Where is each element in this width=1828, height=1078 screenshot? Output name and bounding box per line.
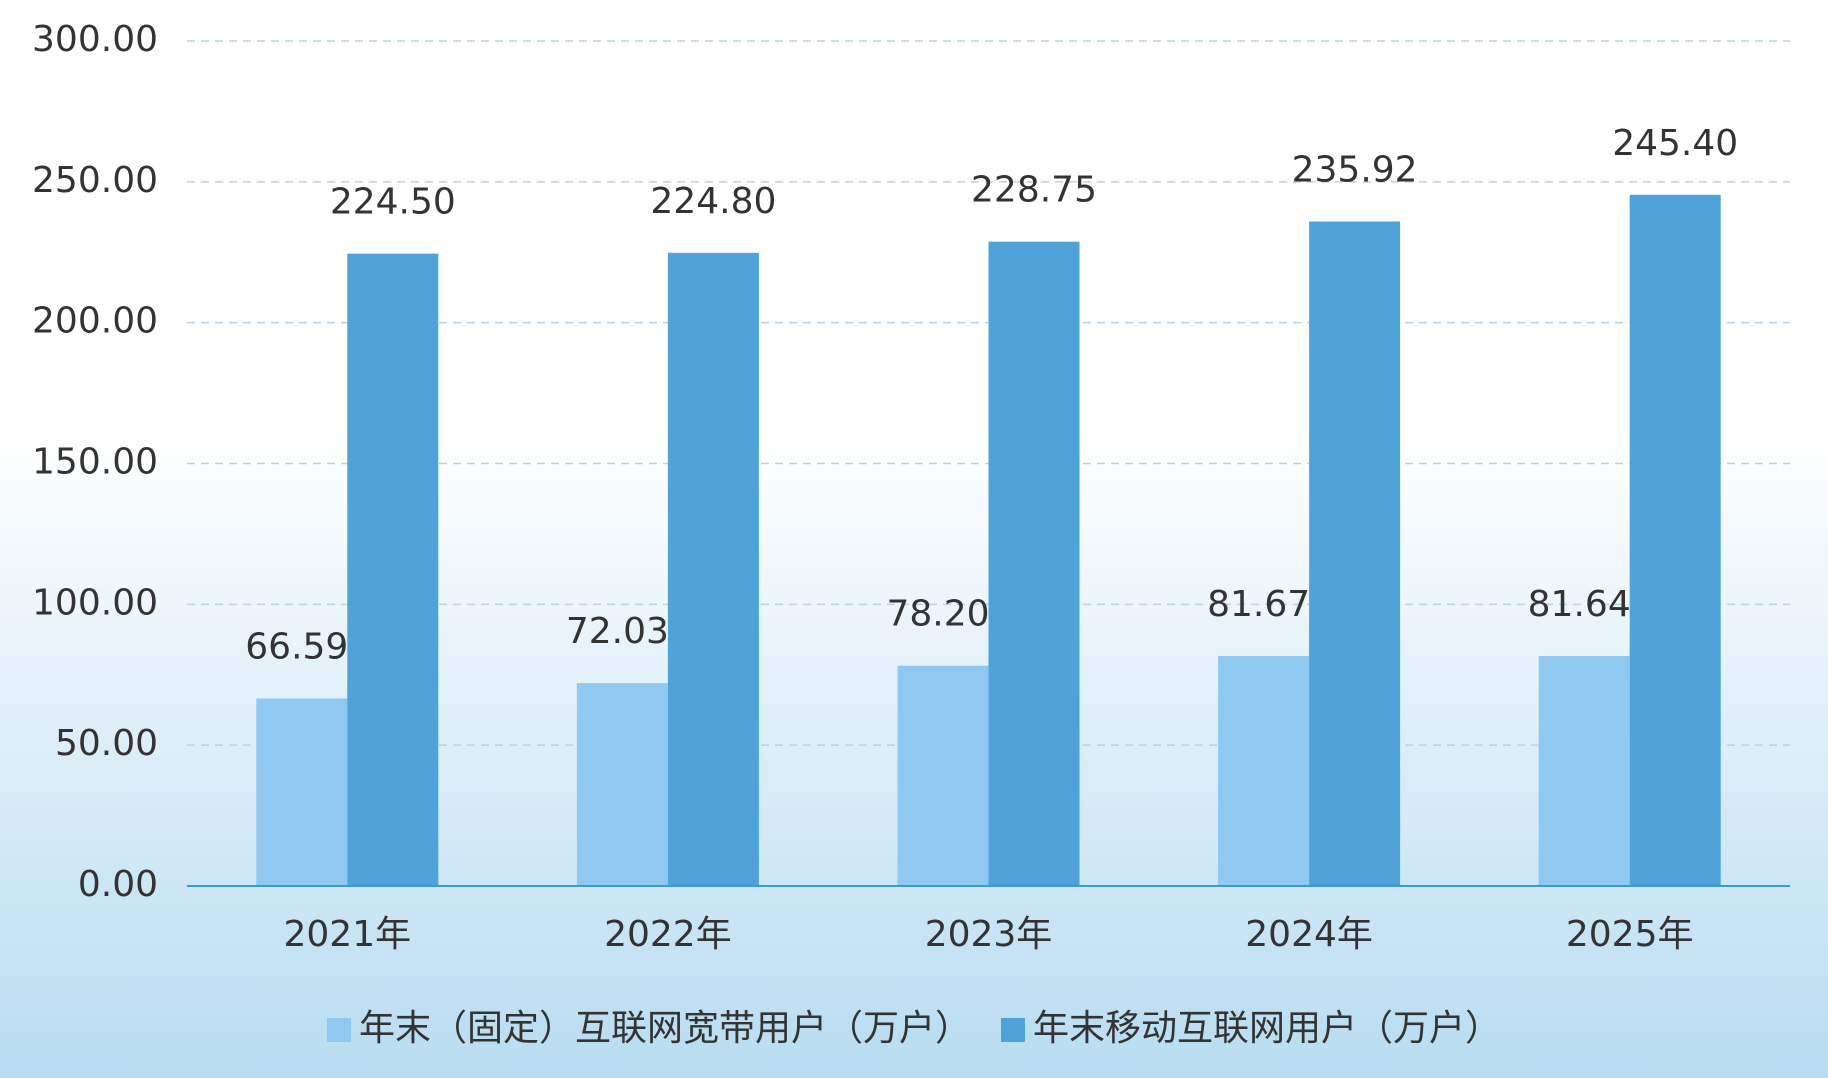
- bar: [988, 241, 1080, 886]
- x-tick-label: 2021年: [283, 914, 411, 955]
- y-tick-label: 100.00: [32, 582, 158, 623]
- bar: [576, 683, 668, 886]
- y-tick-label: 150.00: [32, 442, 158, 483]
- bar: [1538, 656, 1630, 886]
- y-tick-label: 250.00: [32, 160, 158, 201]
- x-tick-label: 2025年: [1566, 914, 1694, 955]
- data-label: 224.50: [330, 182, 456, 223]
- x-tick-label: 2024年: [1245, 914, 1373, 955]
- legend-swatch: [326, 1018, 351, 1042]
- data-label: 228.75: [971, 170, 1097, 211]
- bar: [1218, 655, 1310, 886]
- y-tick-label: 200.00: [32, 301, 158, 342]
- data-label: 245.40: [1612, 123, 1738, 164]
- bar: [897, 665, 989, 886]
- y-tick-label: 0.00: [78, 864, 158, 905]
- data-label: 81.64: [1528, 584, 1631, 625]
- data-label: 66.59: [245, 626, 348, 667]
- bar: [256, 698, 348, 886]
- bar: [667, 252, 759, 886]
- legend-label: 年末移动互联网用户（万户）: [1033, 1008, 1501, 1049]
- y-tick-label: 50.00: [55, 723, 158, 764]
- y-tick-label: 300.00: [32, 19, 158, 60]
- data-label: 235.92: [1292, 149, 1418, 190]
- legend-swatch: [1001, 1018, 1025, 1042]
- x-tick-label: 2023年: [925, 914, 1053, 955]
- bar: [1309, 221, 1401, 886]
- x-tick-label: 2022年: [604, 914, 732, 955]
- data-label: 81.67: [1207, 584, 1310, 625]
- bar: [1629, 194, 1721, 887]
- bar: [347, 253, 439, 887]
- data-label: 78.20: [886, 594, 989, 635]
- legend-label: 年末（固定）互联网宽带用户（万户）: [359, 1008, 971, 1049]
- data-label: 72.03: [566, 611, 669, 652]
- data-label: 224.80: [650, 181, 776, 222]
